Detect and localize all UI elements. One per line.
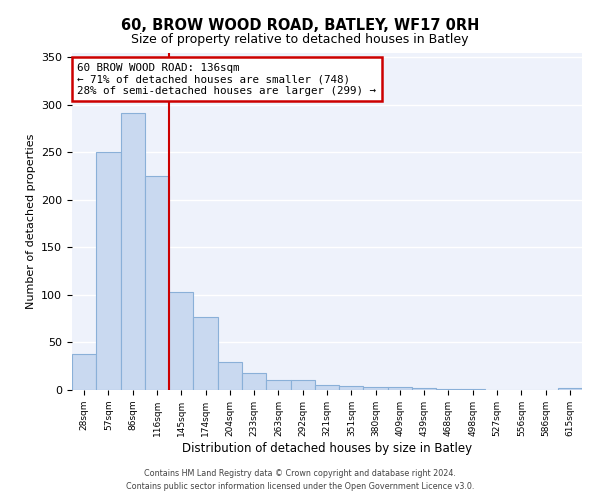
Bar	[290, 380, 315, 390]
Bar	[558, 388, 582, 390]
Bar	[145, 176, 169, 390]
Bar	[461, 389, 485, 390]
Y-axis label: Number of detached properties: Number of detached properties	[26, 134, 35, 309]
Bar	[266, 380, 290, 390]
Bar	[339, 386, 364, 390]
Bar	[96, 152, 121, 390]
Bar	[412, 388, 436, 390]
Text: 60, BROW WOOD ROAD, BATLEY, WF17 0RH: 60, BROW WOOD ROAD, BATLEY, WF17 0RH	[121, 18, 479, 32]
Bar	[436, 389, 461, 390]
Text: Size of property relative to detached houses in Batley: Size of property relative to detached ho…	[131, 32, 469, 46]
X-axis label: Distribution of detached houses by size in Batley: Distribution of detached houses by size …	[182, 442, 472, 454]
Text: Contains HM Land Registry data © Crown copyright and database right 2024.
Contai: Contains HM Land Registry data © Crown c…	[126, 470, 474, 491]
Bar	[169, 292, 193, 390]
Bar	[388, 387, 412, 390]
Bar	[315, 385, 339, 390]
Bar	[218, 362, 242, 390]
Bar	[121, 114, 145, 390]
Bar	[193, 317, 218, 390]
Text: 60 BROW WOOD ROAD: 136sqm
← 71% of detached houses are smaller (748)
28% of semi: 60 BROW WOOD ROAD: 136sqm ← 71% of detac…	[77, 62, 376, 96]
Bar	[72, 354, 96, 390]
Bar	[242, 373, 266, 390]
Bar	[364, 387, 388, 390]
